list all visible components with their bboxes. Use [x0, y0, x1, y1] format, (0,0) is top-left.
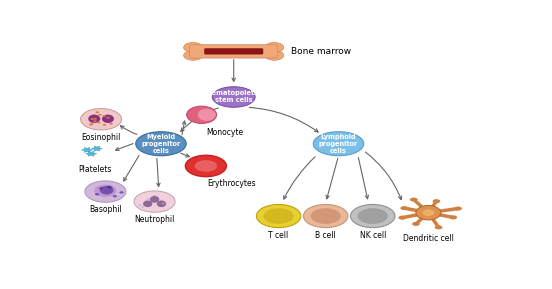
Circle shape — [400, 206, 408, 210]
Circle shape — [113, 195, 117, 197]
FancyBboxPatch shape — [204, 48, 263, 55]
Circle shape — [263, 208, 294, 224]
Circle shape — [81, 109, 121, 130]
Text: Erythrocytes: Erythrocytes — [207, 179, 256, 188]
Text: T cell: T cell — [268, 231, 289, 240]
Circle shape — [134, 191, 175, 212]
Ellipse shape — [143, 201, 152, 207]
Polygon shape — [91, 146, 102, 151]
Circle shape — [97, 122, 101, 123]
Circle shape — [162, 203, 164, 204]
Circle shape — [435, 225, 443, 229]
Circle shape — [91, 118, 94, 120]
Circle shape — [185, 155, 226, 177]
Ellipse shape — [100, 186, 114, 194]
Circle shape — [108, 186, 113, 189]
Text: Hematopoietic
stem cells: Hematopoietic stem cells — [206, 90, 261, 103]
Circle shape — [454, 207, 462, 211]
Circle shape — [265, 51, 284, 60]
Circle shape — [311, 208, 341, 224]
Text: Neutrophil: Neutrophil — [134, 215, 175, 224]
Circle shape — [119, 191, 124, 194]
Circle shape — [103, 115, 106, 117]
Circle shape — [449, 215, 457, 219]
Ellipse shape — [88, 114, 100, 123]
Ellipse shape — [314, 132, 364, 156]
Ellipse shape — [150, 196, 160, 203]
Ellipse shape — [187, 106, 216, 123]
Circle shape — [139, 205, 141, 206]
Circle shape — [103, 124, 106, 126]
FancyBboxPatch shape — [190, 45, 278, 58]
Text: B cell: B cell — [315, 231, 336, 240]
Polygon shape — [81, 147, 93, 153]
Text: Eosinophil: Eosinophil — [81, 133, 121, 142]
Circle shape — [399, 216, 406, 220]
Text: NK cell: NK cell — [359, 231, 386, 240]
Ellipse shape — [157, 201, 166, 207]
Text: Basophil: Basophil — [89, 205, 122, 214]
Text: Monocyte: Monocyte — [206, 128, 244, 137]
Ellipse shape — [94, 184, 116, 197]
Circle shape — [184, 51, 203, 60]
Circle shape — [184, 42, 203, 52]
Circle shape — [351, 205, 395, 228]
Ellipse shape — [102, 114, 114, 123]
Circle shape — [93, 121, 97, 122]
Ellipse shape — [136, 132, 186, 156]
Circle shape — [141, 206, 144, 208]
Circle shape — [90, 123, 93, 125]
Text: Dendritic cell: Dendritic cell — [403, 234, 454, 243]
Text: Platelets: Platelets — [78, 165, 112, 174]
Circle shape — [89, 124, 93, 125]
Text: Lymphoid
progenitor
cells: Lymphoid progenitor cells — [319, 134, 358, 154]
Circle shape — [95, 111, 99, 113]
Circle shape — [93, 118, 97, 120]
Circle shape — [433, 199, 440, 203]
Circle shape — [98, 114, 102, 116]
Text: Myeloid
progenitor
cells: Myeloid progenitor cells — [141, 134, 181, 154]
Circle shape — [147, 199, 150, 201]
Circle shape — [153, 195, 156, 196]
Circle shape — [107, 117, 110, 118]
Ellipse shape — [213, 87, 255, 107]
Ellipse shape — [198, 109, 216, 121]
Circle shape — [410, 198, 418, 202]
Circle shape — [107, 186, 112, 188]
Ellipse shape — [422, 209, 434, 216]
Ellipse shape — [416, 205, 440, 220]
Text: Bone marrow: Bone marrow — [291, 47, 352, 56]
Circle shape — [147, 198, 150, 199]
Circle shape — [195, 160, 217, 172]
Circle shape — [256, 205, 301, 228]
Circle shape — [99, 187, 103, 190]
Polygon shape — [86, 151, 97, 156]
Circle shape — [304, 205, 348, 228]
Circle shape — [412, 222, 420, 226]
Circle shape — [358, 208, 388, 224]
Circle shape — [95, 193, 99, 195]
Circle shape — [109, 123, 113, 125]
Circle shape — [265, 42, 284, 52]
Circle shape — [85, 181, 126, 202]
